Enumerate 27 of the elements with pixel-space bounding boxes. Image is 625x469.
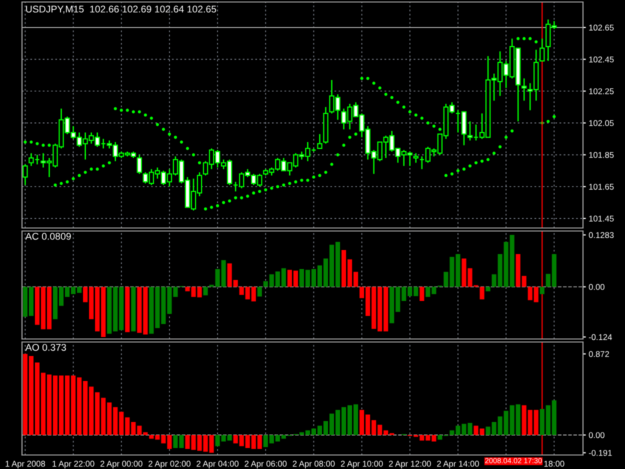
- y-tick-label: 0.1283: [588, 232, 614, 238]
- y-tick-label: -0.124: [588, 334, 612, 340]
- y-tick-label: 102.05: [589, 120, 614, 126]
- y-tick-label: 101.85: [589, 152, 614, 158]
- x-tick-label: 2 Apr 12:00: [389, 460, 431, 468]
- y-tick-label: 0.872: [588, 351, 609, 358]
- x-tick-label: 2 Apr 10:00: [340, 460, 383, 468]
- y-tick-label: 102.45: [589, 56, 614, 62]
- chart-title: USDJPY,M15 102.66 102.69 102.64 102.65: [26, 6, 216, 14]
- x-tick-label: 2 Apr 00:00: [100, 460, 142, 468]
- y-tick-label: 101.65: [589, 184, 614, 190]
- y-tick-label: -0.191: [588, 450, 612, 456]
- x-tick-label: 2 Apr 02:00: [148, 460, 190, 468]
- x-tick-label: 2 Apr 06:00: [244, 460, 287, 468]
- y-tick-label: 101.45: [589, 216, 614, 222]
- chart-title: AC 0.0809: [25, 232, 71, 240]
- x-tick-label: 18:00: [544, 460, 564, 467]
- y-tick-label: 102.25: [589, 88, 614, 94]
- x-tick-label: 1 Apr 2008: [6, 460, 45, 468]
- x-tick-label: 2 Apr 08:00: [292, 460, 335, 468]
- y-tick-label: 102.65: [589, 24, 614, 31]
- y-tick-label: 0.00: [588, 284, 604, 290]
- chart-title: AO 0.373: [25, 344, 66, 351]
- x-tick-label: 2 Apr 14:00: [437, 460, 479, 468]
- x-tick-label: 2 Apr 04:00: [196, 460, 239, 468]
- y-tick-label: 0.00: [588, 432, 604, 438]
- x-tick-label: 1 Apr 22:00: [52, 460, 94, 468]
